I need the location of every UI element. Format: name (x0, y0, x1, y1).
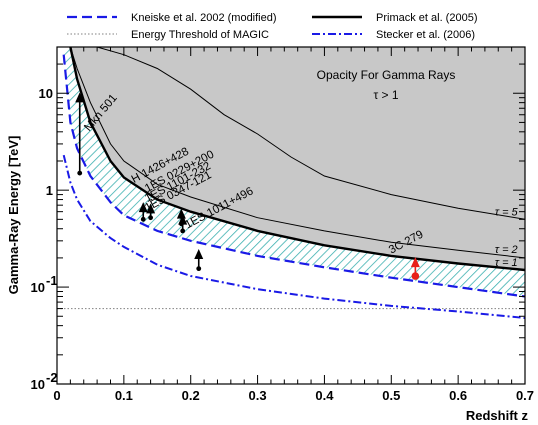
y-tick-exponent: -2 (46, 370, 58, 385)
y-axis-title: Gamma-Ray Energy [TeV] (6, 136, 21, 295)
source-arrow-head (194, 249, 204, 260)
opacity-region (70, 47, 525, 270)
source-point (411, 272, 420, 280)
primack-line (69, 47, 525, 272)
source-arrow-head (75, 92, 85, 103)
uncertainty-band (63, 47, 525, 297)
source-point (77, 170, 83, 176)
source-arrow-head (410, 257, 420, 268)
source-point (196, 266, 202, 272)
plot-frame (56, 46, 526, 385)
y-tick-label: 10 (31, 377, 45, 392)
source-point (140, 216, 146, 222)
legend-label-primack: Primack et al. (2005) (376, 12, 477, 24)
tau-curve-1 (96, 47, 525, 220)
kneiske-line (62, 54, 525, 298)
legend: Kneiske et al. 2002 (modified) Primack e… (67, 12, 477, 41)
x-tick-label: 0.4 (315, 388, 334, 403)
source-arrow-head (138, 202, 148, 213)
x-axis-title: Redshift z (466, 408, 529, 423)
tau-label-3: τ = 1 (495, 257, 518, 269)
source-arrow-head (176, 208, 186, 219)
x-tick-label: 0.7 (516, 388, 534, 403)
x-tick-label: 0.5 (382, 388, 400, 403)
y-tick-label: 1 (46, 183, 53, 198)
opacity-annotation: Opacity For Gamma Rays (317, 68, 456, 82)
y-tick-label: 10 (31, 280, 45, 295)
source-arrow-head (146, 203, 156, 214)
tau-curve-2 (69, 47, 525, 259)
x-tick-label: 0.6 (449, 388, 467, 403)
legend-label-magic: Energy Threshold of MAGIC (131, 29, 269, 41)
source-point (180, 228, 186, 234)
stecker-line (62, 154, 525, 319)
plot-area (57, 47, 525, 319)
legend-label-kneiske: Kneiske et al. 2002 (modified) (131, 12, 277, 24)
x-tick-label: 0.1 (115, 388, 133, 403)
y-tick-label: 10 (39, 86, 53, 101)
source-arrow-head (178, 214, 188, 225)
tau-label-1: τ = 5 (495, 206, 519, 218)
source-point (148, 215, 154, 221)
tau-annotation: τ > 1 (373, 88, 398, 102)
x-tick-label: 0 (53, 388, 60, 403)
y-tick-exponent: -1 (46, 273, 58, 288)
legend-label-stecker: Stecker et al. (2006) (376, 29, 475, 41)
x-tick-label: 0.3 (249, 388, 267, 403)
tau-label-2: τ = 2 (495, 244, 518, 256)
x-tick-label: 0.2 (182, 388, 200, 403)
